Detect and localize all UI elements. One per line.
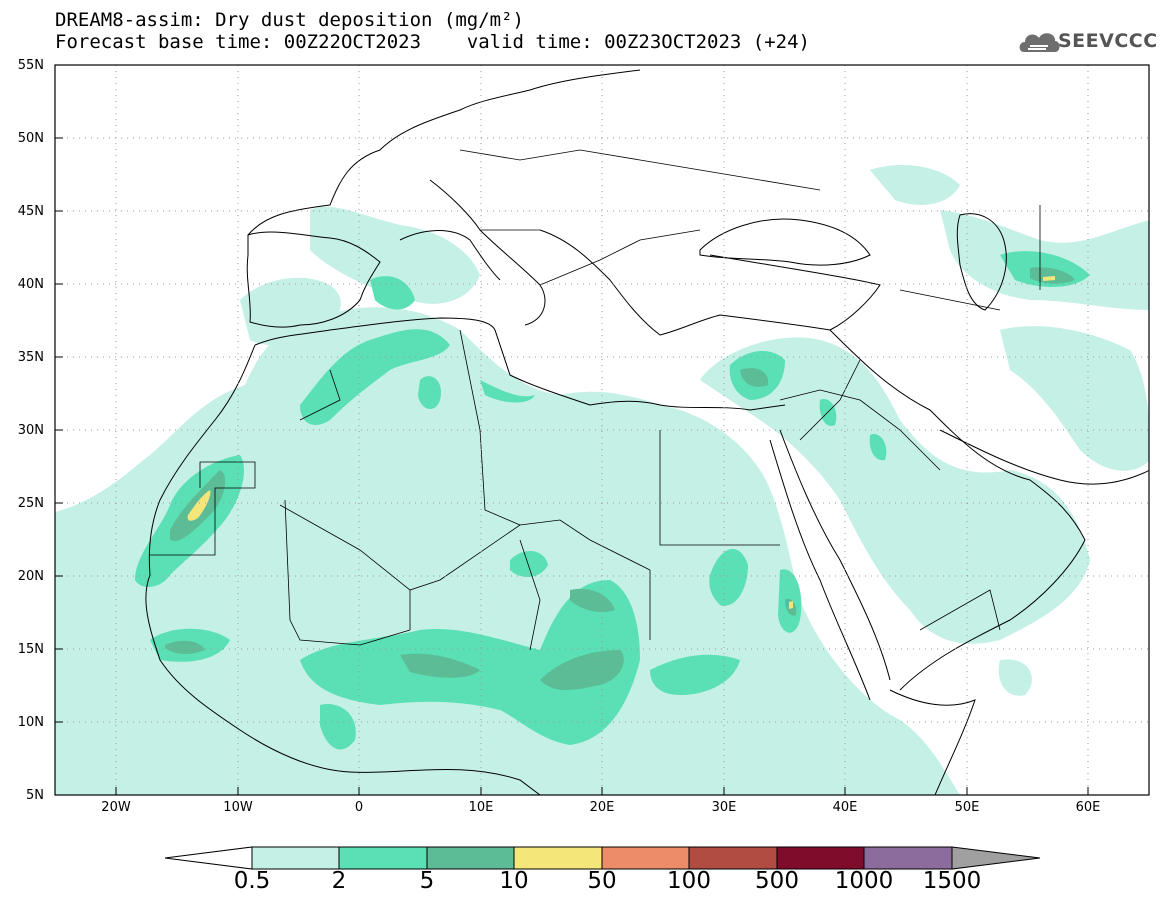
seevccc-logo: SEEVCCC xyxy=(1058,30,1158,52)
lon-label: 20W xyxy=(101,800,131,815)
colorbar-box xyxy=(863,846,953,870)
colorbar-box xyxy=(776,846,865,870)
colorbar-box xyxy=(251,846,340,870)
colorbar-label: 1500 xyxy=(922,868,982,894)
colorbar-box xyxy=(338,846,428,870)
lat-label: 20N xyxy=(17,569,44,584)
lon-label: 30E xyxy=(711,800,737,815)
axis-ticks xyxy=(55,137,1089,795)
lat-label: 35N xyxy=(17,350,44,365)
colorbar-label: 500 xyxy=(755,868,799,894)
lat-label: 30N xyxy=(17,423,44,438)
colorbar-box xyxy=(601,846,690,870)
colorbar-label: 1000 xyxy=(834,868,894,894)
colorbar xyxy=(164,846,1041,870)
colorbar-box xyxy=(426,846,515,870)
lat-lon-grid xyxy=(55,65,1149,795)
lat-label: 15N xyxy=(17,642,44,657)
colorbar-label: 2 xyxy=(331,868,347,894)
lat-label: 50N xyxy=(17,131,44,146)
colorbar-label: 50 xyxy=(587,868,617,894)
lon-label: 60E xyxy=(1075,800,1101,815)
cloud-icon xyxy=(1019,33,1060,52)
lat-label: 55N xyxy=(17,58,44,73)
forecast-time-subtitle: Forecast base time: 00Z22OCT2023 valid t… xyxy=(55,31,810,53)
colorbar-label: 10 xyxy=(499,868,529,894)
map-title: DREAM8-assim: Dry dust deposition (mg/m²… xyxy=(55,9,524,31)
dust-shading xyxy=(55,165,1149,795)
lat-label: 40N xyxy=(17,277,44,292)
lon-label: 10W xyxy=(223,800,253,815)
lon-label: 50E xyxy=(954,800,980,815)
lat-label: 5N xyxy=(26,788,44,803)
lat-label: 10N xyxy=(17,715,44,730)
lon-label: 0 xyxy=(354,800,364,815)
country-borders xyxy=(150,149,1041,651)
lat-label: 25N xyxy=(17,496,44,511)
colorbar-low-arrow xyxy=(164,846,253,870)
coastlines xyxy=(145,69,1149,795)
lat-label: 45N xyxy=(17,204,44,219)
colorbar-box xyxy=(688,846,778,870)
lon-label: 20E xyxy=(589,800,615,815)
colorbar-high-arrow xyxy=(951,846,1041,870)
colorbar-box xyxy=(513,846,603,870)
colorbar-label: 5 xyxy=(419,868,435,894)
colorbar-label: 100 xyxy=(667,868,711,894)
lon-label: 40E xyxy=(832,800,858,815)
colorbar-label: 0.5 xyxy=(233,868,271,894)
lon-label: 10E xyxy=(468,800,494,815)
